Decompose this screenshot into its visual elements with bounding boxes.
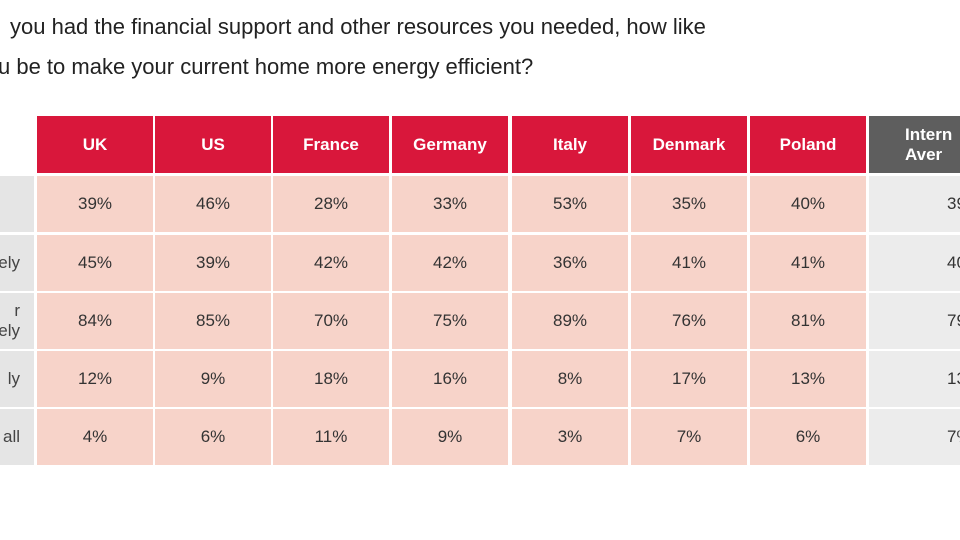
row-label: all	[0, 409, 34, 465]
table-cell: 9%	[392, 409, 508, 465]
table-cell: 18%	[273, 351, 389, 407]
table-cell: 41%	[631, 235, 747, 291]
table-cell: 39%	[155, 235, 271, 291]
table-cell: 76%	[631, 293, 747, 349]
table-cell: 4%	[37, 409, 153, 465]
table-cell: 12%	[37, 351, 153, 407]
table-cell: 40%	[750, 176, 866, 232]
column-header: Germany	[392, 116, 508, 173]
table-cell: 42%	[273, 235, 389, 291]
row-label	[0, 176, 34, 232]
title-line: u be to make your current home more ener…	[0, 54, 534, 79]
table-cell: 39	[869, 176, 960, 232]
table-cell: 39%	[37, 176, 153, 232]
table-cell: 75%	[392, 293, 508, 349]
table-cell: 7%	[869, 409, 960, 465]
table-cell: 13	[869, 351, 960, 407]
table-cell: 46%	[155, 176, 271, 232]
table-cell: 81%	[750, 293, 866, 349]
table-cell: 70%	[273, 293, 389, 349]
table-cell: 89%	[512, 293, 628, 349]
title-line: you had the financial support and other …	[10, 14, 706, 39]
table-cell: 6%	[155, 409, 271, 465]
table-cell: 8%	[512, 351, 628, 407]
table-cell: 3%	[512, 409, 628, 465]
table-cell: 11%	[273, 409, 389, 465]
table-cell: 41%	[750, 235, 866, 291]
table-cell: 35%	[631, 176, 747, 232]
table-cell: 53%	[512, 176, 628, 232]
column-header: Intern Aver	[869, 116, 960, 173]
table-cell: 33%	[392, 176, 508, 232]
table-cell: 45%	[37, 235, 153, 291]
column-header: Poland	[750, 116, 866, 173]
row-label: r ely	[0, 293, 34, 349]
table-cell: 36%	[512, 235, 628, 291]
column-header: UK	[37, 116, 153, 173]
table-cell: 13%	[750, 351, 866, 407]
column-header: Denmark	[631, 116, 747, 173]
table-cell: 42%	[392, 235, 508, 291]
column-header: Italy	[512, 116, 628, 173]
table-cell: 7%	[631, 409, 747, 465]
table-cell: 40	[869, 235, 960, 291]
row-label: ely	[0, 235, 34, 291]
table-cell: 84%	[37, 293, 153, 349]
column-header: US	[155, 116, 271, 173]
column-header: France	[273, 116, 389, 173]
table-cell: 6%	[750, 409, 866, 465]
row-label: ly	[0, 351, 34, 407]
table-cell: 9%	[155, 351, 271, 407]
table-cell: 16%	[392, 351, 508, 407]
table-cell: 17%	[631, 351, 747, 407]
table-cell: 85%	[155, 293, 271, 349]
table-cell: 79	[869, 293, 960, 349]
table-cell: 28%	[273, 176, 389, 232]
